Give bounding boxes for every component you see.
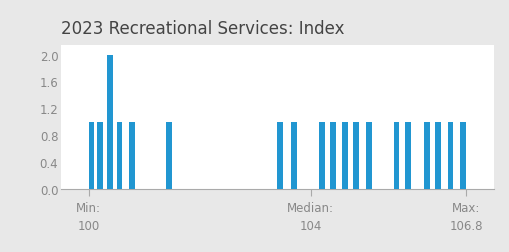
Bar xyxy=(107,55,112,189)
Bar xyxy=(129,122,135,189)
Bar xyxy=(291,122,297,189)
Bar xyxy=(343,122,348,189)
Bar xyxy=(353,122,359,189)
Bar xyxy=(117,122,122,189)
Bar xyxy=(436,122,441,189)
Bar xyxy=(394,122,400,189)
Bar xyxy=(330,122,335,189)
Bar xyxy=(448,122,453,189)
Bar xyxy=(89,122,94,189)
Bar xyxy=(425,122,430,189)
Bar xyxy=(319,122,325,189)
Bar xyxy=(97,122,103,189)
Bar xyxy=(166,122,172,189)
Bar xyxy=(366,122,372,189)
Text: 2023 Recreational Services: Index: 2023 Recreational Services: Index xyxy=(61,20,345,38)
Bar xyxy=(461,122,466,189)
Bar xyxy=(277,122,283,189)
Bar xyxy=(405,122,411,189)
